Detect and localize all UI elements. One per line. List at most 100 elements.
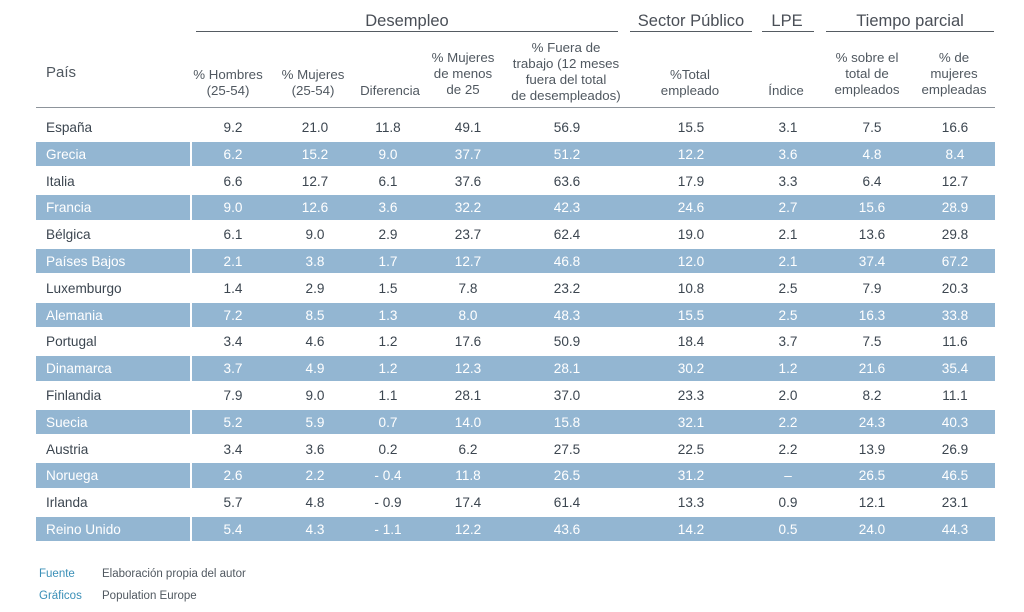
cell-total-empleado: 22.5 [677, 441, 705, 457]
row-data-band: 2.6 2.2 - 0.4 11.8 26.5 31.2 – 26.5 46.5 [192, 463, 995, 488]
table-row: Luxemburgo 1.4 2.9 1.5 7.8 23.2 10.8 2.5 7.9 20.3 [36, 276, 995, 303]
cell-mujeres-empleadas: 12.7 [941, 173, 969, 189]
group-sector-publico: Sector Público [637, 12, 745, 30]
cell-hombres: 1.4 [223, 280, 243, 296]
cell-mujeres-menos-25: 8.0 [458, 307, 478, 323]
cell-mujeres: 9.0 [305, 387, 325, 403]
cell-mujeres-menos-25: 12.7 [454, 253, 482, 269]
header-line-text: % Fuera de [531, 40, 601, 55]
cell-sobre-total: 15.6 [858, 200, 886, 216]
cell-diferencia: 1.2 [378, 361, 398, 377]
row-country-band: España [36, 115, 190, 140]
table-row: Austria 3.4 3.6 0.2 6.2 27.5 22.5 2.2 13.9 26.9 [36, 437, 995, 464]
cell-sobre-total: 12.1 [858, 495, 886, 511]
cell-mujeres-empleadas: 44.3 [941, 521, 969, 537]
cell-diferencia: - 0.4 [374, 468, 402, 484]
cell-hombres: 3.4 [223, 334, 243, 350]
cell-pais: Alemania [46, 307, 103, 323]
cell-diferencia: 3.6 [378, 200, 398, 216]
cell-mujeres: 21.0 [301, 120, 329, 135]
row-data-band: 5.4 4.3 - 1.1 12.2 43.6 14.2 0.5 24.0 44.3 [192, 516, 995, 542]
row-data-band: 6.2 15.2 9.0 37.7 51.2 12.2 3.6 4.8 8.4 [192, 141, 995, 167]
row-country-band: Noruega [36, 463, 190, 488]
cell-total-empleado: 10.8 [677, 280, 705, 296]
header-line-text: % Mujeres [431, 50, 495, 65]
cell-mujeres-empleadas: 28.9 [941, 200, 969, 216]
cell-total-empleado: 12.2 [677, 146, 705, 162]
cell-hombres: 5.7 [223, 495, 243, 511]
group-line-tiempo-parcial [826, 31, 994, 32]
cell-mujeres-menos-25: 23.7 [454, 227, 482, 243]
cell-diferencia: 1.2 [378, 334, 398, 350]
col-header-sobre-total: % sobre el total de empleados [826, 50, 908, 98]
cell-fuera-trabajo: 42.3 [553, 200, 581, 216]
cell-diferencia: 1.1 [378, 387, 398, 403]
cell-pais: Bélgica [46, 227, 91, 243]
cell-mujeres: 3.6 [305, 441, 325, 457]
header-line-text: Diferencia [360, 83, 420, 98]
cell-pais: Irlanda [46, 495, 88, 511]
table-row: Noruega 2.6 2.2 - 0.4 11.8 26.5 31.2 – 26.5 46.5 [36, 463, 995, 490]
header-line-text: total de [845, 66, 889, 81]
cell-mujeres-empleadas: 16.6 [941, 120, 969, 135]
row-data-band: 3.4 3.6 0.2 6.2 27.5 22.5 2.2 13.9 26.9 [192, 437, 995, 462]
cell-diferencia: 0.7 [378, 414, 398, 430]
cell-sobre-total: 7.9 [862, 280, 882, 296]
cell-pais: Reino Unido [46, 521, 121, 537]
cell-fuera-trabajo: 27.5 [553, 441, 581, 457]
cell-mujeres-empleadas: 8.4 [945, 146, 965, 162]
col-header-diferencia: Diferencia [350, 83, 430, 99]
cell-sobre-total: 7.5 [862, 334, 882, 350]
cell-mujeres-empleadas: 26.9 [941, 441, 969, 457]
cell-diferencia: 11.8 [375, 120, 401, 135]
header-divider [36, 107, 995, 108]
cell-total-empleado: 18.4 [677, 334, 705, 350]
col-header-indice: Índice [746, 83, 826, 99]
group-line-desempleo [196, 31, 618, 32]
cell-indice: 3.1 [778, 120, 798, 135]
cell-pais: España [46, 120, 93, 135]
header-line-text: mujeres [930, 66, 978, 81]
row-data-band: 5.7 4.8 - 0.9 17.4 61.4 13.3 0.9 12.1 23.1 [192, 490, 995, 515]
cell-mujeres: 12.6 [301, 200, 329, 216]
col-header-mujeres-empleadas: % de mujeres empleadas [914, 50, 994, 98]
cell-sobre-total: 6.4 [862, 173, 882, 189]
cell-mujeres-menos-25: 17.4 [454, 495, 482, 511]
table-row: Portugal 3.4 4.6 1.2 17.6 50.9 18.4 3.7 7.5 11.6 [36, 329, 995, 356]
cell-mujeres-menos-25: 37.6 [454, 173, 482, 189]
header-line-text: % de [938, 50, 970, 65]
col-header-total-empleado: %Total empleado [650, 67, 730, 99]
cell-mujeres-menos-25: 49.1 [454, 120, 482, 135]
footer-fuente-label: Fuente [39, 568, 75, 580]
cell-sobre-total: 26.5 [858, 468, 886, 484]
cell-diferencia: 0.2 [378, 441, 398, 457]
cell-diferencia: 6.1 [378, 173, 398, 189]
cell-indice: 2.0 [778, 387, 798, 403]
cell-indice: 0.5 [778, 521, 798, 537]
cell-hombres: 7.9 [223, 387, 243, 403]
cell-mujeres-menos-25: 37.7 [454, 146, 482, 162]
cell-hombres: 6.2 [223, 146, 243, 162]
cell-diferencia: 2.9 [378, 227, 398, 243]
col-header-pais: País [46, 64, 77, 81]
cell-sobre-total: 7.5 [862, 120, 882, 135]
table-row: Italia 6.6 12.7 6.1 37.6 63.6 17.9 3.3 6.4 12.7 [36, 169, 995, 196]
table-row: Bélgica 6.1 9.0 2.9 23.7 62.4 19.0 2.1 13.6 29.8 [36, 222, 995, 249]
cell-indice: – [784, 468, 792, 484]
header-line-text: empleadas [921, 82, 987, 97]
cell-total-empleado: 15.5 [677, 120, 705, 135]
cell-mujeres: 4.6 [305, 334, 325, 350]
table-row: Irlanda 5.7 4.8 - 0.9 17.4 61.4 13.3 0.9 12.1 23.… [36, 490, 995, 517]
footer-fuente: Fuente Elaboración propia del autor [39, 568, 246, 580]
cell-mujeres: 5.9 [305, 414, 325, 430]
cell-mujeres-menos-25: 14.0 [454, 414, 482, 430]
cell-pais: Países Bajos [46, 253, 126, 269]
cell-sobre-total: 24.3 [858, 414, 886, 430]
cell-pais: Suecia [46, 414, 88, 430]
row-data-band: 7.9 9.0 1.1 28.1 37.0 23.3 2.0 8.2 11.1 [192, 383, 995, 408]
group-lpe: LPE [771, 12, 803, 30]
cell-hombres: 6.1 [223, 227, 243, 243]
table-row: Alemania 7.2 8.5 1.3 8.0 48.3 15.5 2.5 16.3 33.8 [36, 302, 995, 330]
header-line-text: (25-54) [206, 83, 250, 98]
cell-indice: 0.9 [778, 495, 798, 511]
